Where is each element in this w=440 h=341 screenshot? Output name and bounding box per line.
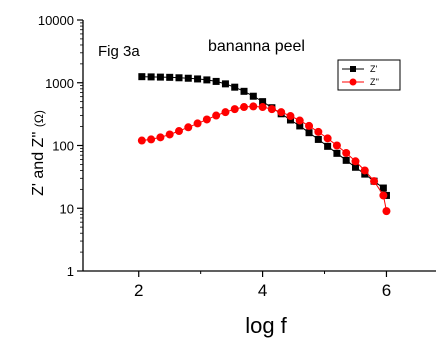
data-point-z-imag — [314, 127, 323, 136]
x-tick-label: 2 — [134, 281, 143, 300]
data-point-z-imag — [230, 105, 239, 114]
y-tick-label: 1000 — [45, 76, 74, 91]
data-point-z-imag — [249, 102, 258, 111]
data-point-z-imag — [351, 157, 360, 166]
data-point-z-imag — [277, 108, 286, 117]
data-point-z-real — [212, 77, 220, 85]
data-point-z-real — [138, 73, 146, 81]
series-layer — [137, 73, 391, 216]
data-point-z-real — [342, 156, 350, 164]
data-point-z-imag — [295, 116, 304, 125]
data-point-z-real — [249, 92, 257, 100]
figure-annotation: Fig 3a — [98, 43, 140, 60]
y-tick-label: 10000 — [38, 13, 74, 28]
y-tick-label: 100 — [52, 139, 74, 154]
data-point-z-real — [324, 142, 332, 150]
data-point-z-real — [194, 75, 202, 83]
data-point-z-real — [147, 73, 155, 81]
data-point-z-imag — [165, 130, 174, 139]
x-tick-label: 4 — [258, 281, 267, 300]
data-point-z-real — [175, 74, 183, 82]
data-point-z-real — [305, 129, 313, 137]
y-axis-label-unit: (Ω) — [32, 110, 46, 127]
data-point-z-imag — [286, 112, 295, 121]
data-point-z-imag — [258, 103, 267, 112]
data-point-z-imag — [267, 105, 276, 114]
data-point-z-imag — [147, 135, 156, 144]
data-point-z-imag — [382, 207, 391, 216]
data-point-z-real — [221, 80, 229, 88]
legend: Z' Z'' — [337, 59, 401, 91]
data-point-z-imag — [174, 127, 183, 136]
data-point-z-imag — [184, 123, 193, 132]
data-point-z-real — [333, 149, 341, 157]
data-point-z-imag — [202, 115, 211, 124]
data-point-z-imag — [332, 141, 341, 150]
data-point-z-imag — [212, 111, 221, 120]
data-point-z-real — [314, 135, 322, 143]
sample-annotation: bananna peel — [208, 38, 305, 55]
tick-layer: 2 4 6 1 10 100 1000 10000 — [38, 13, 391, 300]
data-point-z-real — [240, 87, 248, 95]
data-point-z-imag — [137, 136, 146, 145]
data-point-z-real — [203, 76, 211, 84]
data-point-z-real — [351, 163, 359, 171]
series-line-0 — [141, 76, 387, 196]
y-axis-label-main: Z' and Z'' — [30, 127, 47, 196]
series-line-1 — [141, 105, 387, 212]
data-point-z-imag — [305, 121, 314, 130]
data-point-z-imag — [156, 133, 165, 142]
data-point-z-imag — [379, 191, 388, 200]
legend-label-z-imag: Z'' — [370, 77, 379, 87]
data-point-z-real — [296, 122, 304, 130]
x-axis-label: log f — [245, 313, 287, 338]
data-point-z-imag — [360, 166, 369, 175]
x-tick-label: 6 — [382, 281, 391, 300]
data-point-z-imag — [221, 108, 230, 117]
legend-label-z-real: Z' — [370, 64, 377, 74]
data-point-z-imag — [193, 119, 202, 128]
data-point-z-imag — [370, 177, 379, 186]
legend-marker-z-imag — [349, 78, 357, 86]
data-point-z-real — [259, 98, 267, 106]
y-tick-label: 1 — [67, 264, 74, 279]
data-point-z-real — [379, 184, 387, 192]
data-point-z-imag — [342, 148, 351, 157]
data-point-z-real — [166, 73, 174, 81]
y-axis-label: Z' and Z'' (Ω) — [30, 110, 47, 196]
legend-marker-z-real — [350, 66, 356, 72]
data-point-z-imag — [323, 134, 332, 143]
data-point-z-real — [156, 73, 164, 81]
data-point-z-real — [184, 74, 192, 82]
legend-box — [337, 59, 401, 91]
data-point-z-real — [231, 83, 239, 91]
y-tick-label: 10 — [60, 201, 74, 216]
data-point-z-imag — [240, 103, 249, 112]
